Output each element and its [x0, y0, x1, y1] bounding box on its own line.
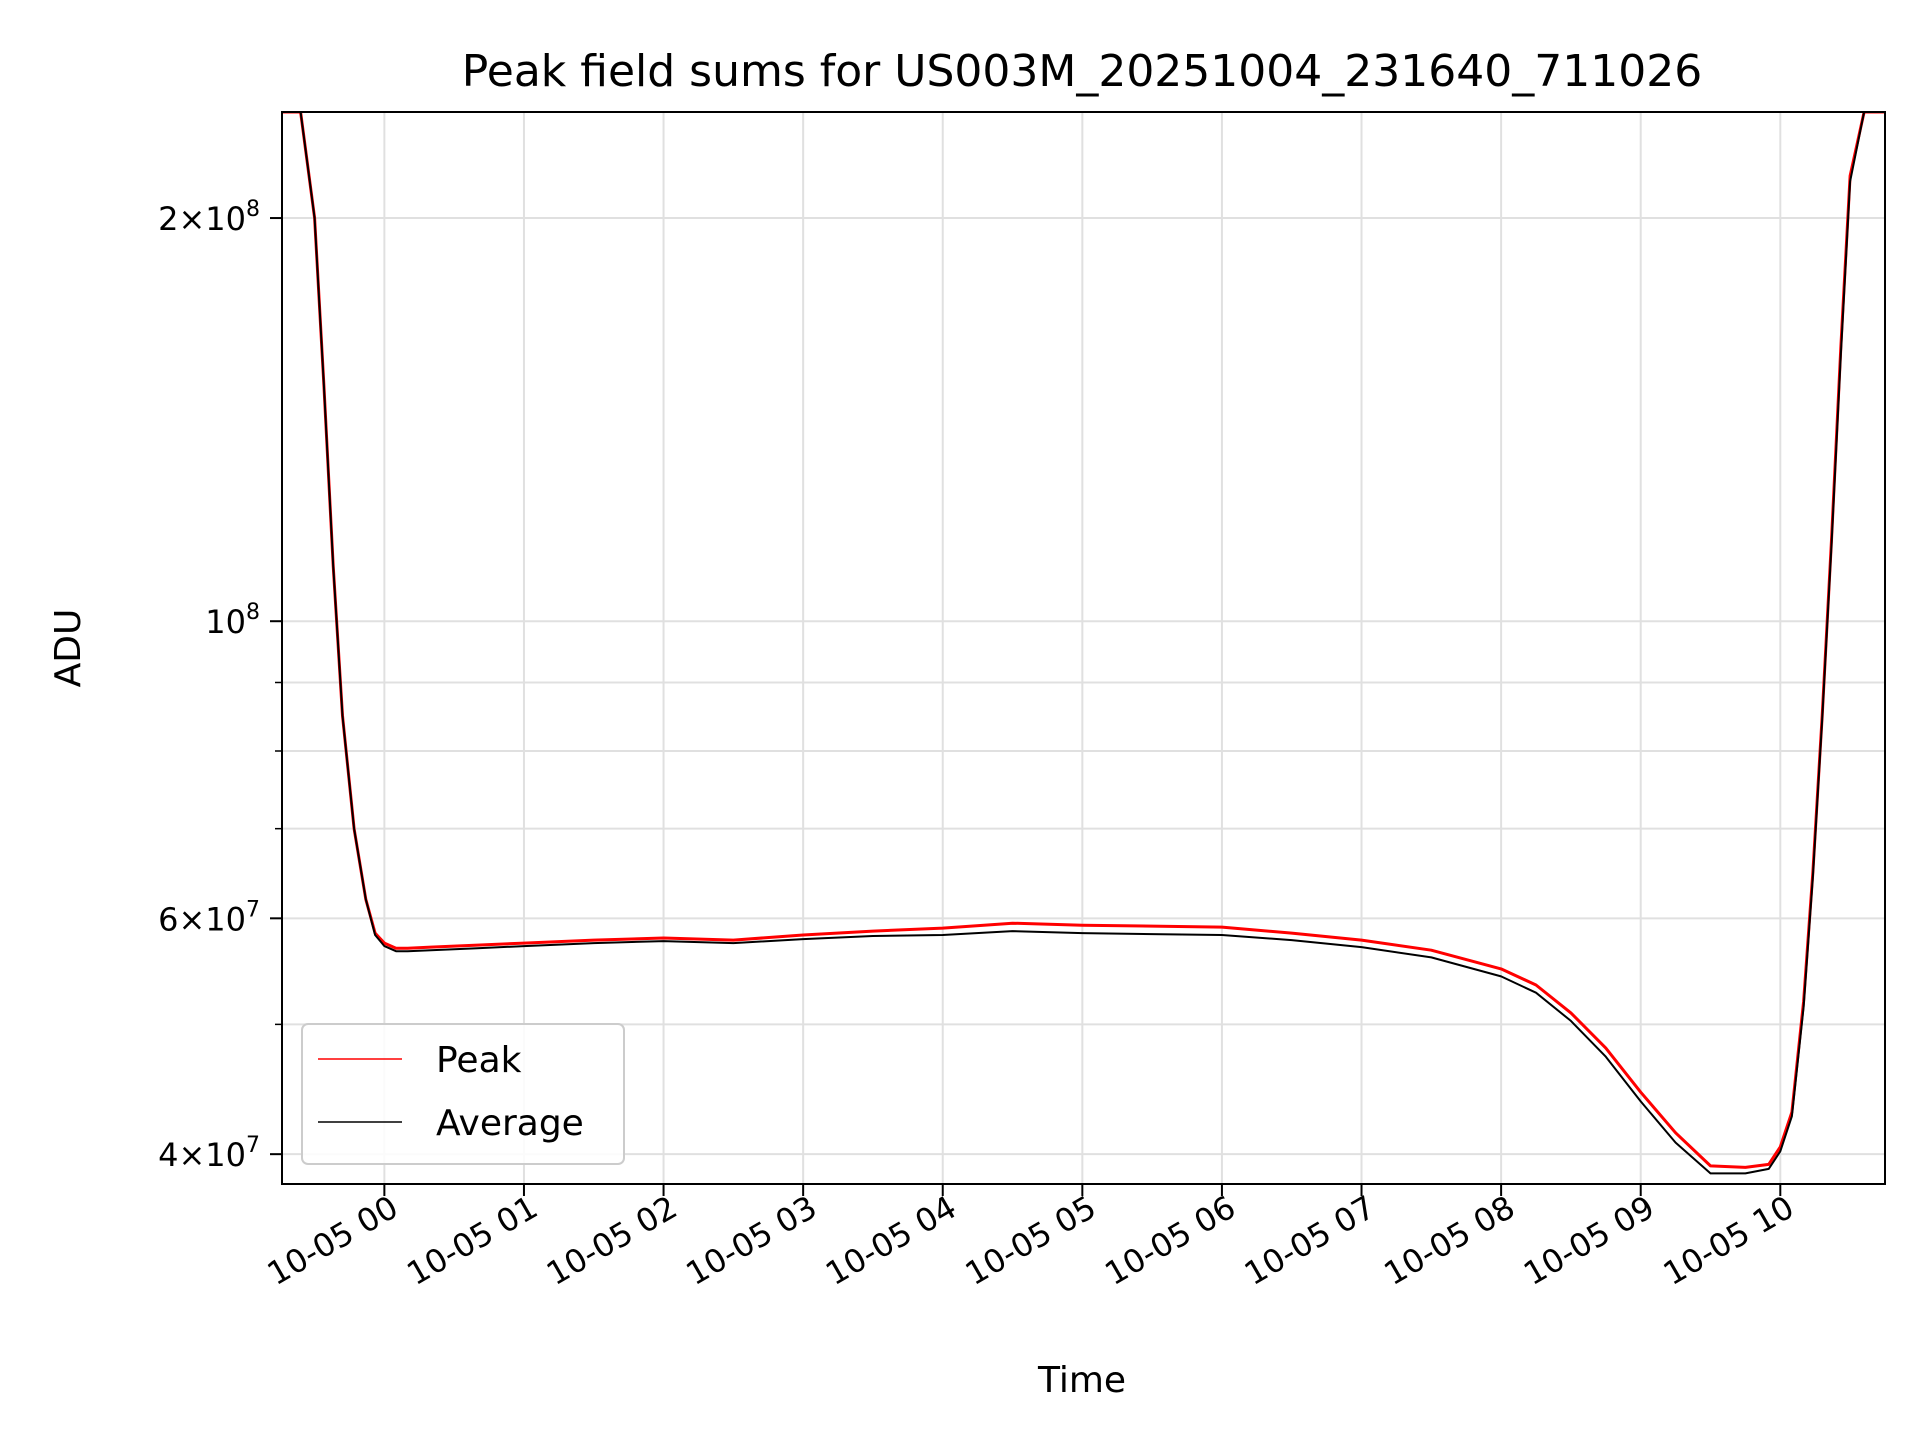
- y-axis-label: ADU: [48, 609, 89, 688]
- y-axis: 4×107 6×107 108 2×108: [158, 197, 282, 1174]
- plot-frame: [281, 111, 1886, 1185]
- y-tick-label: 108: [205, 600, 260, 641]
- chart-title: Peak field sums for US003M_20251004_2316…: [462, 46, 1702, 97]
- series-layer: [282, 112, 1885, 1175]
- x-axis-label: Time: [1037, 1360, 1126, 1401]
- y-tick-label: 2×108: [158, 197, 260, 238]
- grid: [282, 112, 1885, 1184]
- series-line-average: [282, 112, 1885, 1175]
- legend-label-average: Average: [436, 1103, 584, 1144]
- y-tick-label: 6×107: [158, 897, 260, 938]
- legend-label-peak: Peak: [436, 1040, 522, 1081]
- legend: Peak Average: [301, 1023, 625, 1165]
- y-tick-label: 4×107: [158, 1133, 260, 1174]
